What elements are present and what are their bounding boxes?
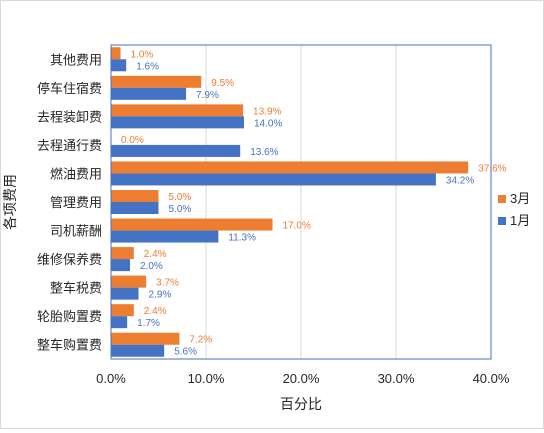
bar-series-b [111,259,130,272]
data-label: 34.2% [446,175,474,186]
x-tick-label: 0.0% [96,371,126,386]
bar-series-a [111,275,147,288]
bar-series-b [111,173,436,186]
bar-series-a [111,47,121,60]
bar-series-b [111,144,241,157]
bar-series-a [111,218,273,231]
category-label: 其他费用 [50,52,102,67]
category-label: 管理费用 [50,195,102,210]
legend-swatch [498,195,506,203]
bar-series-b [111,344,165,357]
data-label: 11.3% [228,233,256,244]
category-label: 维修保养费 [37,252,102,267]
data-label: 14.0% [254,118,282,129]
category-label: 轮胎购置费 [37,309,102,324]
data-label: 5.0% [169,192,192,203]
data-label: 1.7% [137,318,160,329]
x-tick-label: 40.0% [473,371,510,386]
bars [111,47,469,357]
category-label: 燃油费用 [50,166,102,181]
data-label: 2.0% [140,261,163,272]
data-label: 5.6% [174,347,197,358]
data-label: 2.9% [149,290,172,301]
bar-series-b [111,87,187,100]
bar-series-b [111,116,244,129]
bar-series-b [111,316,128,329]
x-tick-label: 20.0% [283,371,320,386]
data-label: 0.0% [121,135,144,146]
category-label: 司机薪酬 [50,224,102,239]
data-label: 1.0% [131,49,154,60]
category-label: 整车税费 [50,281,102,296]
data-label: 17.0% [283,221,311,232]
bar-series-b [111,287,139,300]
data-label: 7.2% [189,335,212,346]
y-axis-title: 各项费用 [2,174,18,230]
data-label: 3.7% [156,278,179,289]
category-label: 去程通行费 [37,138,102,153]
data-label: 13.9% [253,106,281,117]
bar-series-a [111,190,159,202]
data-label: 1.6% [136,61,159,72]
bar-series-a [111,104,244,117]
legend-label: 1月 [510,213,530,228]
category-label: 去程装卸费 [37,109,102,124]
bar-series-a [111,247,134,260]
data-label: 5.0% [169,204,192,215]
data-label: 9.5% [211,78,234,89]
data-label: 7.9% [196,90,219,101]
plot-area-border [110,44,492,360]
bar-series-a [111,332,180,345]
bar-series-b [111,230,219,243]
data-label: 2.4% [144,249,167,260]
category-labels: 其他费用停车住宿费去程装卸费去程通行费燃油费用管理费用司机薪酬维修保养费整车税费… [37,52,102,352]
category-label: 停车住宿费 [37,81,102,96]
x-tick-label: 10.0% [188,371,225,386]
bar-series-a [111,75,202,88]
category-label: 整车购置费 [37,338,102,353]
x-tick-label: 30.0% [378,371,415,386]
x-tick-labels: 0.0% 10.0% 20.0% 30.0% 40.0% [96,371,510,386]
data-label: 2.4% [144,306,167,317]
bar-series-b [111,59,127,72]
x-axis-title: 百分比 [280,396,322,412]
data-labels: 1.0%1.6% 9.5%7.9% 13.9%14.0% 0.0% 13.6% 37.6%… [121,49,507,357]
data-label: 37.6% [478,163,506,174]
data-label: 13.6% [250,147,278,158]
bar-series-a [111,161,469,174]
legend-label: 3月 [510,191,530,206]
bar-series-a [111,304,134,317]
bar-series-b [111,202,159,214]
legend-swatch [498,217,506,225]
